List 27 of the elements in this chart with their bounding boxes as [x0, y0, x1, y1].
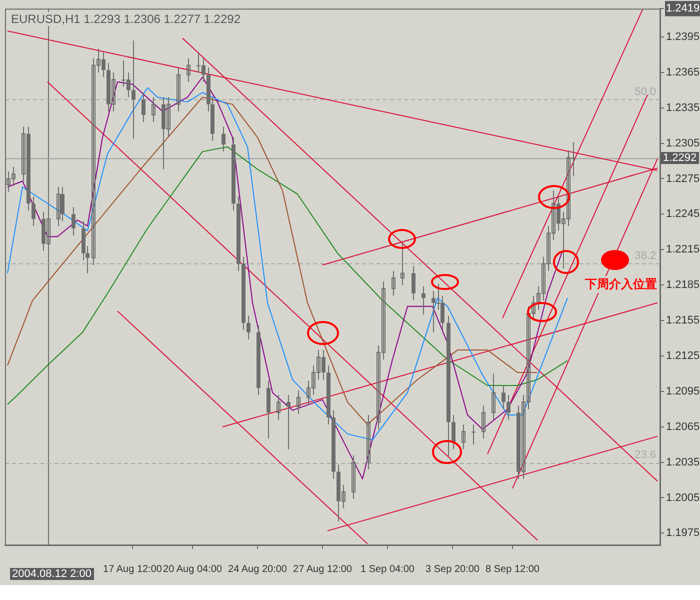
y-tick-label: 1.2245: [666, 208, 700, 220]
y-tick-label: 1.2395: [666, 30, 700, 43]
x-tick-label: 27 Aug 12:00: [293, 564, 352, 575]
y-tick-label: 1.2035: [666, 456, 700, 468]
y-tick-label: 1.2095: [666, 385, 700, 398]
y-tick-label: 1.2275: [666, 172, 700, 185]
y-tick-label: 1.2005: [666, 492, 700, 504]
y-tick-label: 1.2185: [666, 279, 700, 292]
y-tick-label: 1.2335: [666, 102, 700, 114]
x-tick-label: 20 Aug 04:00: [163, 564, 222, 575]
y-tick-label: 1.2365: [666, 66, 700, 78]
y-tick-label: 1.2155: [666, 314, 700, 327]
y-tick-label: 1.2215: [666, 244, 700, 256]
x-tick-label: 1 Sep 04:00: [360, 564, 415, 575]
annotation: 下周介入位置: [585, 276, 657, 293]
chart-title: EURUSD,H1 1.2293 1.2306 1.2277 1.2292: [9, 12, 242, 26]
x-tick-label: 8 Sep 12:00: [486, 564, 540, 575]
y-tick-label: 1.2125: [666, 350, 700, 362]
x-tick-label: 24 Aug 20:00: [228, 564, 288, 575]
y-tick-label: 1.2305: [666, 137, 700, 150]
x-tick-label: 3 Sep 20:00: [426, 564, 480, 575]
ref-line-label: 1.2292: [661, 152, 699, 164]
x-tick-label: 17 Aug 12:00: [103, 564, 162, 575]
y-tick-label: 1.2419: [666, 2, 700, 15]
text: 2004.08.12 2:00: [10, 568, 94, 580]
y-tick-label: 1.2065: [666, 420, 700, 433]
y-tick-label: 1.1975: [666, 527, 700, 540]
